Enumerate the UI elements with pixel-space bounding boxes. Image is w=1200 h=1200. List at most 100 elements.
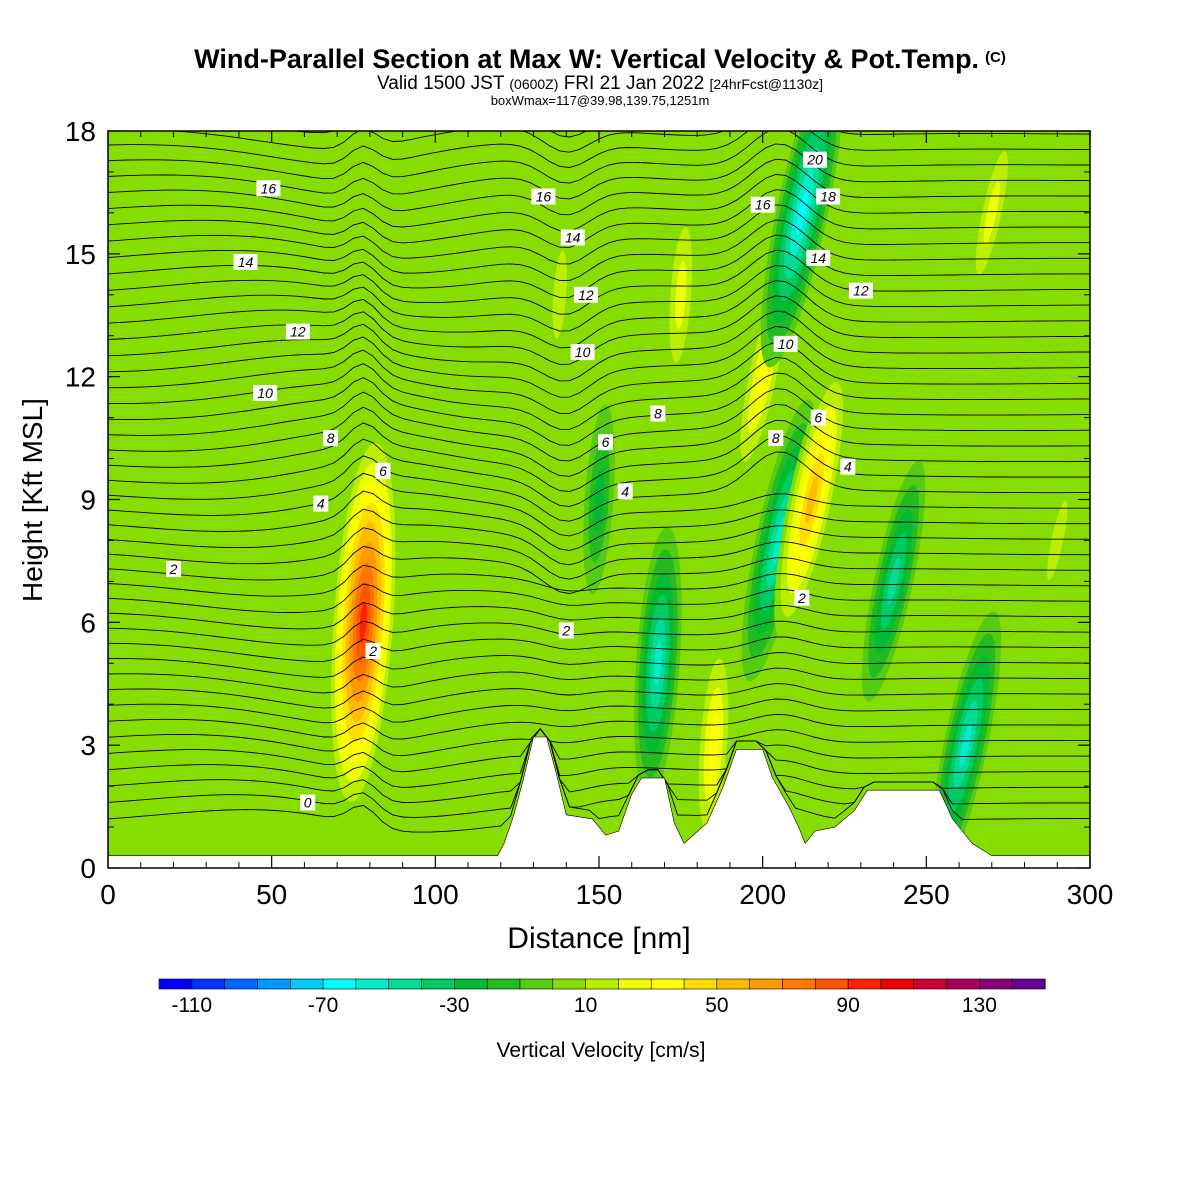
velocity-cell [552,250,567,339]
colorbar-swatch [388,978,423,990]
theta-label-box [365,643,381,659]
colorbar-swatch [454,978,488,990]
theta-contour-line [108,667,1090,694]
theta-label-box [300,794,316,811]
theta-label-text: 2 [169,561,178,577]
theta-label-text: 12 [290,324,306,340]
colorbar-swatch [618,978,652,990]
theta-label: 8 [323,430,339,447]
theta-contour-line [108,728,1090,757]
valid-utc: (0600Z) [509,76,559,92]
valid-prefix: Valid 1500 JST [376,73,505,94]
x-tick-label: 150 [576,879,623,910]
theta-label-box [166,561,181,578]
theta-label-box [531,188,556,205]
theta-contour-line [108,234,1090,298]
theta-label-text: 14 [565,230,581,246]
theta-contour-line [108,174,1090,232]
y-axis-label: Height [Kft MSL] [17,398,48,602]
theta-contour-line [108,435,1090,507]
velocity-cell [887,557,900,606]
box-max-info: boxWmax=117@39.98,139.75,1251m [490,93,710,108]
theta-label-box [323,430,339,447]
theta-label-box [773,335,798,352]
theta-label-text: 12 [853,283,869,299]
theta-label: 20 [803,151,827,168]
theta-labels: 0 2 2 2 2 4 4 4 6 6 6 8 8 8 10 10 10 12 12 12 14 14 14 16 16 16 18… [166,151,873,811]
theta-contour-line [108,472,1090,537]
theta-label: 4 [313,495,329,512]
velocity-cell [772,516,786,564]
x-tick-label: 200 [739,879,786,910]
theta-contour-line [108,545,1090,594]
colorbar: -110 -70 -30 10 50 90 130 [158,978,1046,1017]
theta-contour-line [108,131,1090,184]
theta-label-text: 2 [561,623,570,639]
theta-label: 10 [570,344,595,361]
theta-label-text: 14 [238,254,254,270]
colorbar-tick-label: -110 [172,994,212,1017]
theta-label: 16 [256,180,281,197]
theta-label-text: 16 [755,197,771,213]
theta-contour-line [108,713,1090,740]
velocity-cell [359,602,367,643]
colorbar-swatch [421,978,455,990]
colorbar-swatch [552,978,587,990]
theta-label-box [806,249,831,266]
theta-label-text: 6 [379,463,387,479]
theta-label: 16 [531,188,556,205]
theta-label-text: 12 [578,287,594,303]
velocity-cell [1047,500,1068,581]
theta-label-box [233,254,258,270]
theta-label: 2 [794,589,810,606]
colorbar-tick-label: 90 [836,994,859,1017]
theta-label: 4 [617,483,633,500]
colorbar-tick-label: -70 [308,994,338,1017]
x-tick-label: 100 [412,879,459,910]
theta-contour-line [108,451,1090,522]
theta-label-text: 10 [257,385,273,401]
theta-label-text: 0 [304,795,312,811]
y-tick-label: 0 [80,853,96,884]
theta-contour-line [108,131,1090,168]
theta-contour-line [108,264,1090,332]
colorbar-swatch [716,978,751,990]
plot-area: 0 2 2 2 2 4 4 4 6 6 6 8 8 8 10 10 10 12 12 12 14 14 14 16 16 16 18… [108,131,1090,868]
theta-contour-line [108,652,1090,678]
theta-contour-line [108,189,1090,248]
theta-label-box [573,286,598,303]
colorbar-swatch [355,978,390,990]
theta-contour-line [108,698,1090,724]
colorbar-swatch [519,978,554,990]
theta-contour-line [108,204,1090,265]
theta-label-box [375,462,391,479]
terrain [108,736,1090,868]
colorbar-swatch [880,978,915,990]
theta-contour-line [108,219,1090,282]
colorbar-swatch [650,978,685,990]
y-tick-label: 18 [65,116,96,147]
theta-label-box [848,282,873,299]
x-tick-label: 0 [100,879,116,910]
theta-label-box [794,589,810,606]
chart-title-text: Wind-Parallel Section at Max W: Vertical… [194,44,980,74]
theta-label-box [816,188,841,205]
colorbar-tick-label: 130 [962,994,997,1017]
theta-label: 6 [598,434,613,451]
theta-label-text: 4 [844,459,852,475]
theta-label-box [285,323,310,340]
theta-contour-line [108,683,1090,709]
theta-label-box [256,180,281,197]
velocity-cell [675,260,687,329]
theta-contour-line [108,249,1090,315]
chart-title: Wind-Parallel Section at Max W: Vertical… [0,44,1200,75]
theta-contour-line [108,728,1090,788]
theta-label: 8 [650,405,666,422]
y-tick-label: 6 [80,607,96,638]
theta-label-text: 2 [368,643,377,659]
colorbar-swatch [289,978,324,990]
theta-label-text: 4 [317,496,325,512]
y-tick-label: 12 [65,362,96,393]
theta-label-text: 16 [261,180,277,196]
